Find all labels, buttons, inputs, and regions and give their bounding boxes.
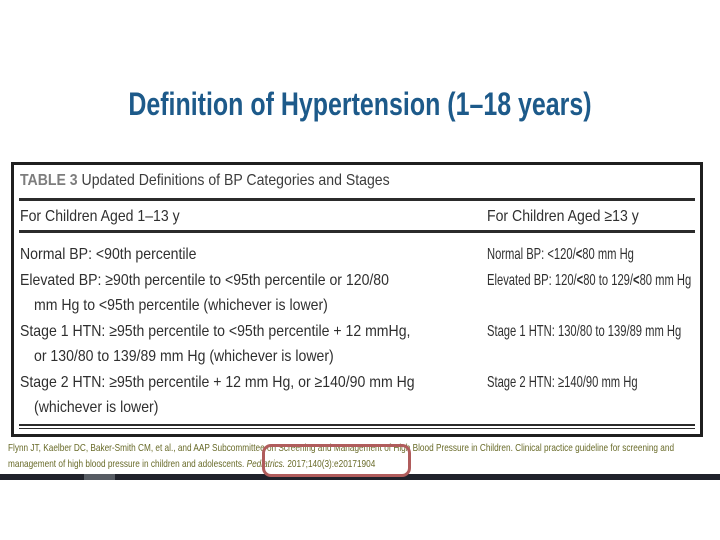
page-title-text: Definition of Hypertension (1–18 years)	[128, 86, 592, 122]
table-body: Normal BP: <90th percentile Normal BP: <1…	[20, 242, 694, 421]
table-cell-text: Normal BP: <90th percentile	[20, 246, 197, 263]
text-segment: <	[633, 271, 640, 289]
table-caption: TABLE 3 Updated Definitions of BP Catego…	[20, 169, 440, 193]
citation-line-2: management of high blood pressure in chi…	[8, 457, 375, 473]
text-segment: Stage 1 HTN: 130/80 to 139/89 mm Hg	[487, 322, 682, 340]
page-title: Definition of Hypertension (1–18 years)	[0, 84, 720, 124]
table-caption-text: TABLE 3 Updated Definitions of BP Catego…	[20, 169, 390, 193]
table-cell-text: Stage 1 HTN: 130/80 to 139/89 mm Hg	[487, 319, 681, 345]
citation: Flynn JT, Kaelber DC, Baker-Smith CM, et…	[8, 441, 720, 472]
divider-top	[19, 198, 695, 201]
table-cell-line: (whichever is lower)	[20, 395, 694, 421]
text-segment: management of high blood pressure in chi…	[8, 458, 247, 470]
table-column-headers: For Children Aged 1–13 y For Children Ag…	[20, 205, 694, 229]
column-header-right: For Children Aged ≥13 y	[487, 208, 639, 225]
text-segment: Stage 2 HTN: ≥140/90 mm Hg	[487, 373, 638, 391]
table-cell-left: Elevated BP: ≥90th percentile to <95th p…	[20, 268, 694, 319]
footer-bar	[0, 474, 720, 480]
table-cell-right: Elevated BP: 120/<80 to 129/<80 mm Hg	[487, 268, 720, 294]
table-label: TABLE 3	[20, 172, 78, 189]
citation-line-2-wrap: management of high blood pressure in chi…	[8, 457, 720, 473]
table-cell-line: Stage 2 HTN: ≥95th percentile + 12 mm Hg…	[20, 370, 694, 396]
text-segment: Normal BP: <120/	[487, 246, 576, 263]
table-cell-left: Stage 2 HTN: ≥95th percentile + 12 mm Hg…	[20, 370, 694, 421]
table-cell-text: Normal BP: <120/<80 mm Hg	[487, 242, 634, 268]
table-cell-text: mm Hg to <95th percentile (whichever is …	[34, 297, 328, 314]
table-row: Stage 2 HTN: ≥95th percentile + 12 mm Hg…	[20, 370, 694, 421]
table-row: Elevated BP: ≥90th percentile to <95th p…	[20, 268, 694, 319]
text-segment: Elevated BP: 120/	[487, 271, 577, 289]
divider-header	[19, 230, 695, 233]
text-segment: <	[575, 246, 583, 263]
text-segment: Flynn JT, Kaelber DC, Baker-Smith CM, et…	[8, 443, 675, 454]
table-cell-line: Elevated BP: ≥90th percentile to <95th p…	[20, 268, 694, 294]
divider-line	[19, 424, 695, 426]
table-cell-text: Stage 2 HTN: ≥140/90 mm Hg	[487, 370, 638, 396]
text-segment: <	[576, 271, 584, 289]
table-cell-text: Elevated BP: 120/<80 to 129/<80 mm Hg	[487, 268, 691, 294]
table-row: Stage 1 HTN: ≥95th percentile to <95th p…	[20, 319, 694, 370]
text-segment: Pediatrics.	[246, 458, 286, 470]
table-cell-text: Elevated BP: ≥90th percentile to <95th p…	[20, 271, 389, 289]
table-cell-line: Stage 1 HTN: ≥95th percentile to <95th p…	[20, 319, 694, 345]
table-cell-right: Normal BP: <120/<80 mm Hg	[487, 242, 697, 268]
text-segment: 80 mm Hg	[582, 246, 634, 263]
table-cell-right: Stage 1 HTN: 130/80 to 139/89 mm Hg	[487, 319, 720, 345]
table-cell-left: Stage 1 HTN: ≥95th percentile to <95th p…	[20, 319, 694, 370]
table-heading: Updated Definitions of BP Categories and…	[81, 172, 390, 189]
table-cell-text: Stage 2 HTN: ≥95th percentile + 12 mm Hg…	[20, 373, 415, 391]
table-cell-text: (whichever is lower)	[34, 399, 159, 416]
citation-highlight-box	[262, 444, 411, 477]
table-cell-line: Normal BP: <90th percentile	[20, 242, 694, 268]
citation-line-1-wrap: Flynn JT, Kaelber DC, Baker-Smith CM, et…	[8, 441, 720, 457]
table-cell-line: mm Hg to <95th percentile (whichever is …	[20, 293, 694, 319]
bp-definitions-table: TABLE 3 Updated Definitions of BP Catego…	[11, 162, 703, 437]
text-segment: 80 to 129/	[583, 271, 634, 289]
citation-line-1: Flynn JT, Kaelber DC, Baker-Smith CM, et…	[8, 441, 674, 457]
table-cell-line: or 130/80 to 139/89 mm Hg (whichever is …	[20, 344, 694, 370]
text-segment: 80 mm Hg	[639, 271, 692, 289]
divider-bottom-double	[19, 424, 695, 431]
footer-bar-gray-segment	[84, 474, 115, 480]
column-header-right-wrap: For Children Aged ≥13 y	[487, 205, 659, 229]
table-cell-text: or 130/80 to 139/89 mm Hg (whichever is …	[34, 348, 334, 365]
table-cell-text: Stage 1 HTN: ≥95th percentile to <95th p…	[20, 322, 411, 340]
table-cell-left: Normal BP: <90th percentile	[20, 242, 694, 268]
table-row: Normal BP: <90th percentile Normal BP: <1…	[20, 242, 694, 268]
text-segment: 2017;140(3):e20171904	[285, 458, 376, 470]
column-header-left: For Children Aged 1–13 y	[20, 208, 180, 225]
divider-line	[19, 427, 695, 429]
table-cell-right: Stage 2 HTN: ≥140/90 mm Hg	[487, 370, 702, 396]
